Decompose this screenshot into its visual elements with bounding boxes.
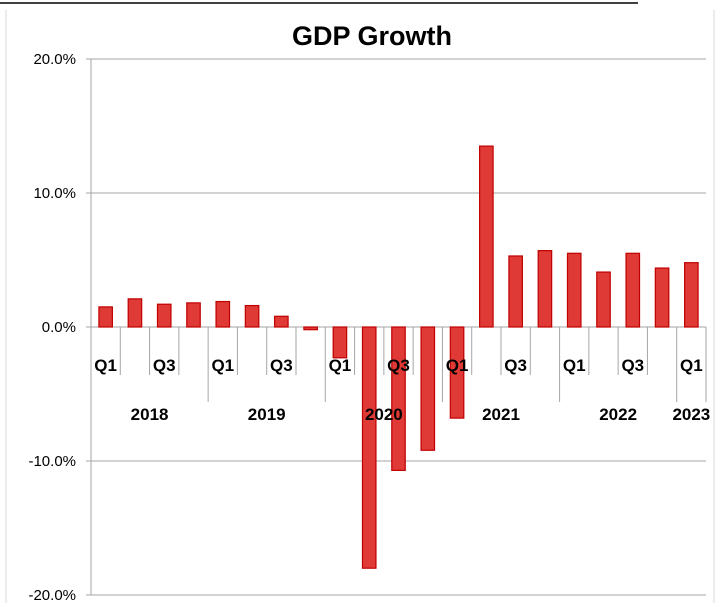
bar	[98, 306, 113, 328]
quarter-label: Q1	[329, 356, 352, 375]
quarter-label: Q1	[563, 356, 586, 375]
bar	[537, 250, 553, 328]
quarter-label: Q1	[94, 356, 117, 375]
bar	[156, 303, 172, 328]
quarter-label: Q3	[387, 356, 410, 375]
y-tick-label: -20.0%	[28, 587, 76, 603]
label-layer: -20.0% -10.0% 0.0% 10.0% 20.0% Q1 Q3 Q1 Q3 Q1 Q3 Q1…	[28, 51, 710, 604]
bar	[127, 298, 143, 328]
year-label: 2018	[131, 405, 169, 424]
bar	[420, 326, 436, 451]
bar	[361, 326, 377, 569]
y-tick-label: 10.0%	[33, 185, 76, 202]
bar	[508, 255, 523, 328]
quarter-label: Q1	[680, 356, 703, 375]
bar	[596, 271, 611, 328]
year-label: 2021	[482, 405, 520, 424]
quarter-label: Q3	[504, 356, 527, 375]
bar	[332, 326, 348, 359]
y-tick-label: -10.0%	[28, 453, 76, 470]
bar	[215, 300, 231, 328]
year-label: 2020	[365, 405, 403, 424]
bar	[654, 267, 670, 328]
quarter-label: Q3	[270, 356, 293, 375]
y-tick-label: 0.0%	[42, 319, 76, 336]
bar	[684, 262, 699, 328]
y-tick-label: 20.0%	[33, 51, 76, 68]
bar	[186, 302, 201, 328]
quarter-label: Q3	[153, 356, 176, 375]
quarter-label: Q1	[211, 356, 234, 375]
bar	[391, 326, 406, 471]
chart-title: GDP Growth	[292, 21, 452, 51]
quarter-label: Q1	[446, 356, 469, 375]
axis-layer	[90, 59, 707, 595]
bar	[274, 315, 289, 328]
quarter-label: Q3	[621, 356, 644, 375]
bar	[244, 304, 260, 328]
year-label: 2019	[248, 405, 286, 424]
bar	[625, 252, 641, 328]
bar	[566, 252, 582, 328]
year-label: 2022	[599, 405, 637, 424]
bar	[303, 326, 318, 331]
year-label: 2023	[672, 405, 710, 424]
bar	[479, 145, 494, 328]
bar	[449, 326, 465, 419]
bar-layer	[98, 145, 699, 569]
